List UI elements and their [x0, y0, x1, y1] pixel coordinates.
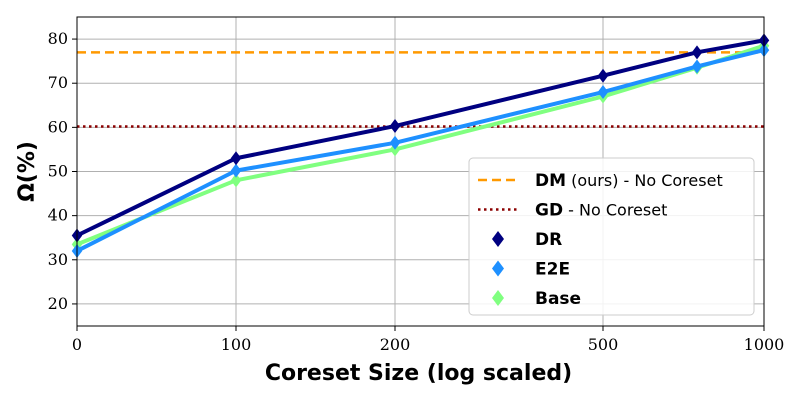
y-axis-label: Ω(%) [15, 141, 40, 202]
y-tick-label: 60 [48, 117, 68, 136]
x-tick-label: 1000 [744, 335, 785, 354]
data-point [691, 59, 703, 74]
x-axis-label: Coreset Size (log scaled) [265, 361, 572, 386]
data-point [230, 173, 242, 188]
series-line [76, 38, 765, 238]
y-tick-label: 70 [48, 73, 68, 92]
legend-label-dm: DM (ours) - No Coreset [535, 171, 723, 191]
legend-box [468, 157, 755, 316]
legend: DM (ours) - No Coreset GD - No Coreset DR E… [468, 157, 755, 316]
x-tick-label: 100 [221, 335, 252, 354]
y-tick-label: 80 [48, 29, 68, 48]
legend-label-e2e: E2E [535, 260, 570, 280]
legend-label-dr: DR [535, 230, 562, 250]
reference-lines [77, 51, 764, 128]
legend-marker-e2e [492, 260, 504, 277]
legend-label-base: Base [535, 289, 581, 309]
tick-labels: 20 30 40 50 60 70 80 0 100 200 500 1000 [48, 29, 785, 354]
legend-label-gd: GD - No Coreset [535, 201, 667, 221]
x-tick-label: 0 [72, 335, 82, 354]
y-tick-label: 30 [48, 250, 68, 269]
y-tick-label: 40 [48, 206, 68, 225]
data-point [597, 68, 609, 83]
data-point [691, 45, 703, 60]
y-tick-label: 20 [48, 294, 68, 313]
data-point [230, 151, 242, 166]
data-point [230, 163, 242, 178]
series-e2e [71, 43, 770, 258]
legend-marker-base [492, 290, 504, 306]
series-dr [71, 33, 770, 243]
x-tick-label: 500 [588, 335, 619, 354]
legend-marker-dr [492, 231, 504, 247]
data-point [389, 119, 401, 134]
data-point [389, 135, 401, 150]
data-point [597, 85, 609, 100]
series-line [76, 48, 765, 253]
series-group [71, 33, 770, 258]
y-tick-label: 50 [48, 162, 68, 181]
x-tick-label: 200 [380, 335, 411, 354]
